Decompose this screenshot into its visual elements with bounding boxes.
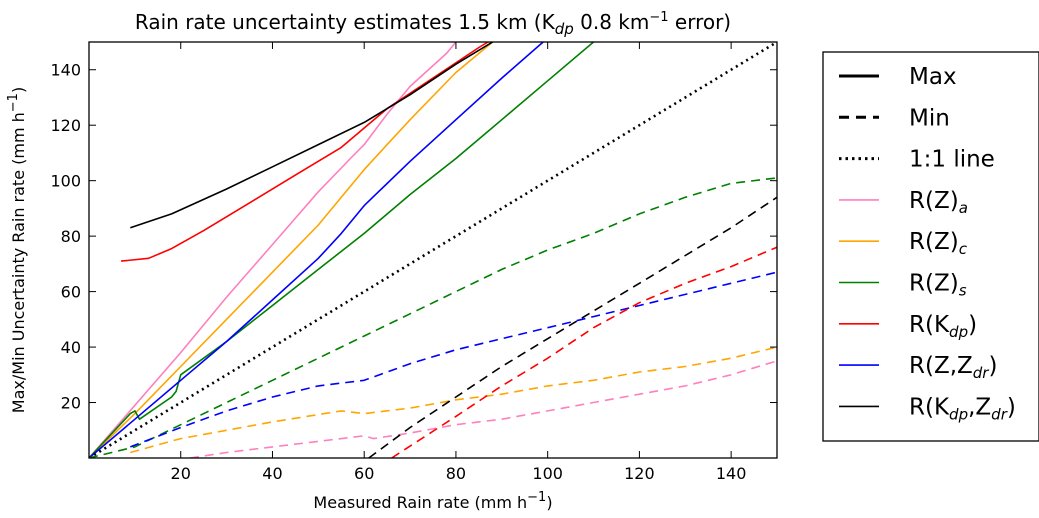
series-line-1-1-line — [89, 42, 777, 458]
series-line-r-z-c-min — [130, 346, 777, 454]
legend-label: Min — [909, 105, 950, 131]
x-tick-label: 120 — [624, 464, 655, 483]
series-line-r-z-zdr-min — [130, 271, 777, 448]
series-line-r-z-a-max — [89, 42, 457, 458]
plot-frame — [88, 41, 778, 459]
series-line-r-kdp-zdr-max — [130, 42, 494, 229]
x-tick-label: 40 — [262, 464, 282, 483]
legend-item-r-z-s: R(Z)s — [839, 271, 967, 300]
legend-label: R(Kdp,Zdr) — [909, 394, 1016, 423]
legend-label: R(Z)c — [909, 229, 968, 258]
legend-label: R(Kdp) — [909, 312, 977, 341]
legend-label: R(Z,Zdr) — [909, 353, 997, 382]
y-axis-title: Max/Min Uncertainty Rain rate (mm h−1) — [6, 87, 28, 413]
legend-item-r-kdp-zdr: R(Kdp,Zdr) — [839, 394, 1016, 423]
legend-item-1-1-line: 1:1 line — [839, 147, 995, 173]
legend-item-r-z-c: R(Z)c — [839, 229, 968, 258]
legend-label: R(Z)s — [909, 271, 967, 300]
chart-title: Rain rate uncertainty estimates 1.5 km (… — [135, 10, 731, 38]
series-line-r-z-zdr-max — [89, 42, 544, 458]
y-tick-label: 140 — [50, 61, 81, 80]
series-line-r-z-a-min — [189, 360, 777, 458]
legend-item-min: Min — [839, 105, 950, 131]
legend-label: R(Z)a — [909, 188, 968, 217]
x-tick-label: 100 — [532, 464, 563, 483]
y-tick-label: 20 — [61, 394, 81, 413]
legend-label: Max — [909, 64, 957, 90]
y-tick-label: 100 — [50, 172, 81, 191]
series-line-r-kdp-max — [121, 42, 489, 262]
legend-label: 1:1 line — [909, 147, 995, 173]
series-line-r-z-s-max — [89, 42, 595, 458]
x-tick-label: 20 — [171, 464, 191, 483]
series-line-r-kdp-min — [391, 246, 777, 458]
plot-area — [89, 42, 777, 458]
x-axis-title: Measured Rain rate (mm h−1) — [313, 490, 552, 512]
legend-item-r-z-a: R(Z)a — [839, 188, 968, 217]
series-line-r-kdp-zdr-min — [368, 196, 777, 458]
series-line-r-z-c-max — [89, 42, 494, 458]
series-line-r-z-s-min — [89, 177, 777, 458]
x-tick-label: 80 — [446, 464, 466, 483]
legend-item-r-kdp: R(Kdp) — [839, 312, 977, 341]
x-tick-label: 140 — [716, 464, 747, 483]
y-tick-label: 120 — [50, 116, 81, 135]
x-tick-label: 60 — [354, 464, 374, 483]
y-tick-label: 60 — [61, 283, 81, 302]
y-tick-label: 80 — [61, 227, 81, 246]
legend-item-max: Max — [839, 64, 957, 90]
y-tick-label: 40 — [61, 338, 81, 357]
legend-item-r-z-zdr: R(Z,Zdr) — [839, 353, 997, 382]
legend: Max Min 1:1 line R(Z)a R(Z)c R(Z)s R(Kdp) R(Z,Z… — [822, 51, 1039, 442]
